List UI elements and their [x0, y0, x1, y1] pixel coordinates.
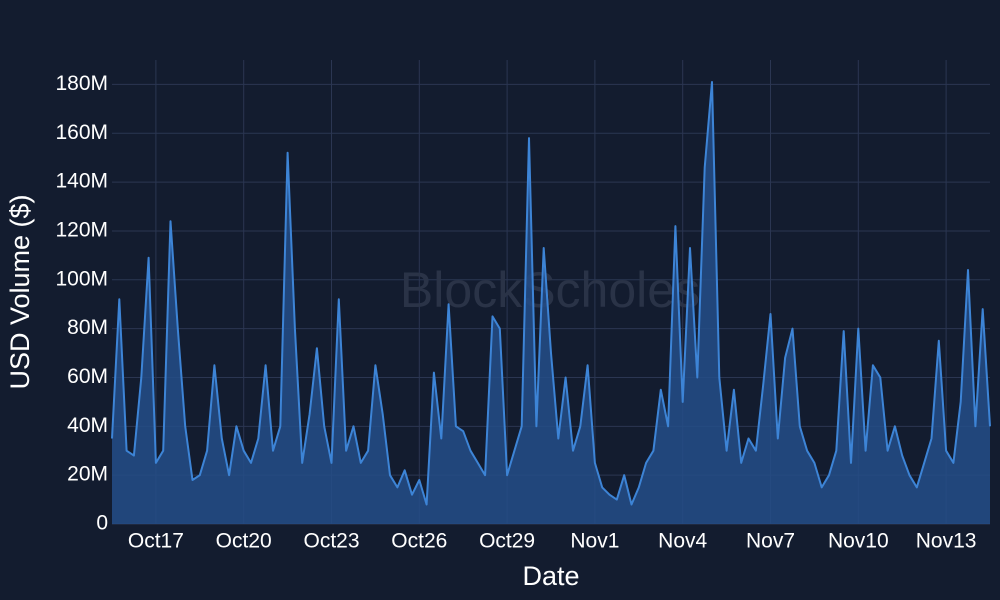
- x-tick-label: Nov13: [916, 530, 977, 553]
- x-tick-label: Nov4: [658, 530, 707, 553]
- x-tick-label: Oct20: [216, 530, 272, 553]
- x-tick-label: Oct26: [391, 530, 447, 553]
- y-tick-label: 160M: [55, 121, 108, 144]
- y-tick-label: 180M: [55, 72, 108, 95]
- x-axis-title: Date: [522, 561, 579, 591]
- area: [112, 82, 990, 524]
- x-tick-label: Nov10: [828, 530, 889, 553]
- x-tick-label: Nov1: [570, 530, 619, 553]
- watermark: BlockScholes: [400, 262, 700, 318]
- line: [111, 81, 991, 506]
- y-tick-label: 80M: [67, 316, 108, 339]
- x-tick-label: Oct17: [128, 530, 184, 553]
- y-tick-label: 20M: [67, 463, 108, 486]
- y-tick-label: 140M: [55, 170, 108, 193]
- y-tick-label: 60M: [67, 365, 108, 388]
- x-tick-label: Oct29: [479, 530, 535, 553]
- x-tick-label: Oct23: [303, 530, 359, 553]
- y-tick-label: 100M: [55, 267, 108, 290]
- x-tick-label: Nov7: [746, 530, 795, 553]
- y-tick-label: 120M: [55, 218, 108, 241]
- y-tick-label: 40M: [67, 414, 108, 437]
- y-axis-title: USD Volume ($): [5, 194, 35, 389]
- y-tick-label: 0: [96, 512, 108, 535]
